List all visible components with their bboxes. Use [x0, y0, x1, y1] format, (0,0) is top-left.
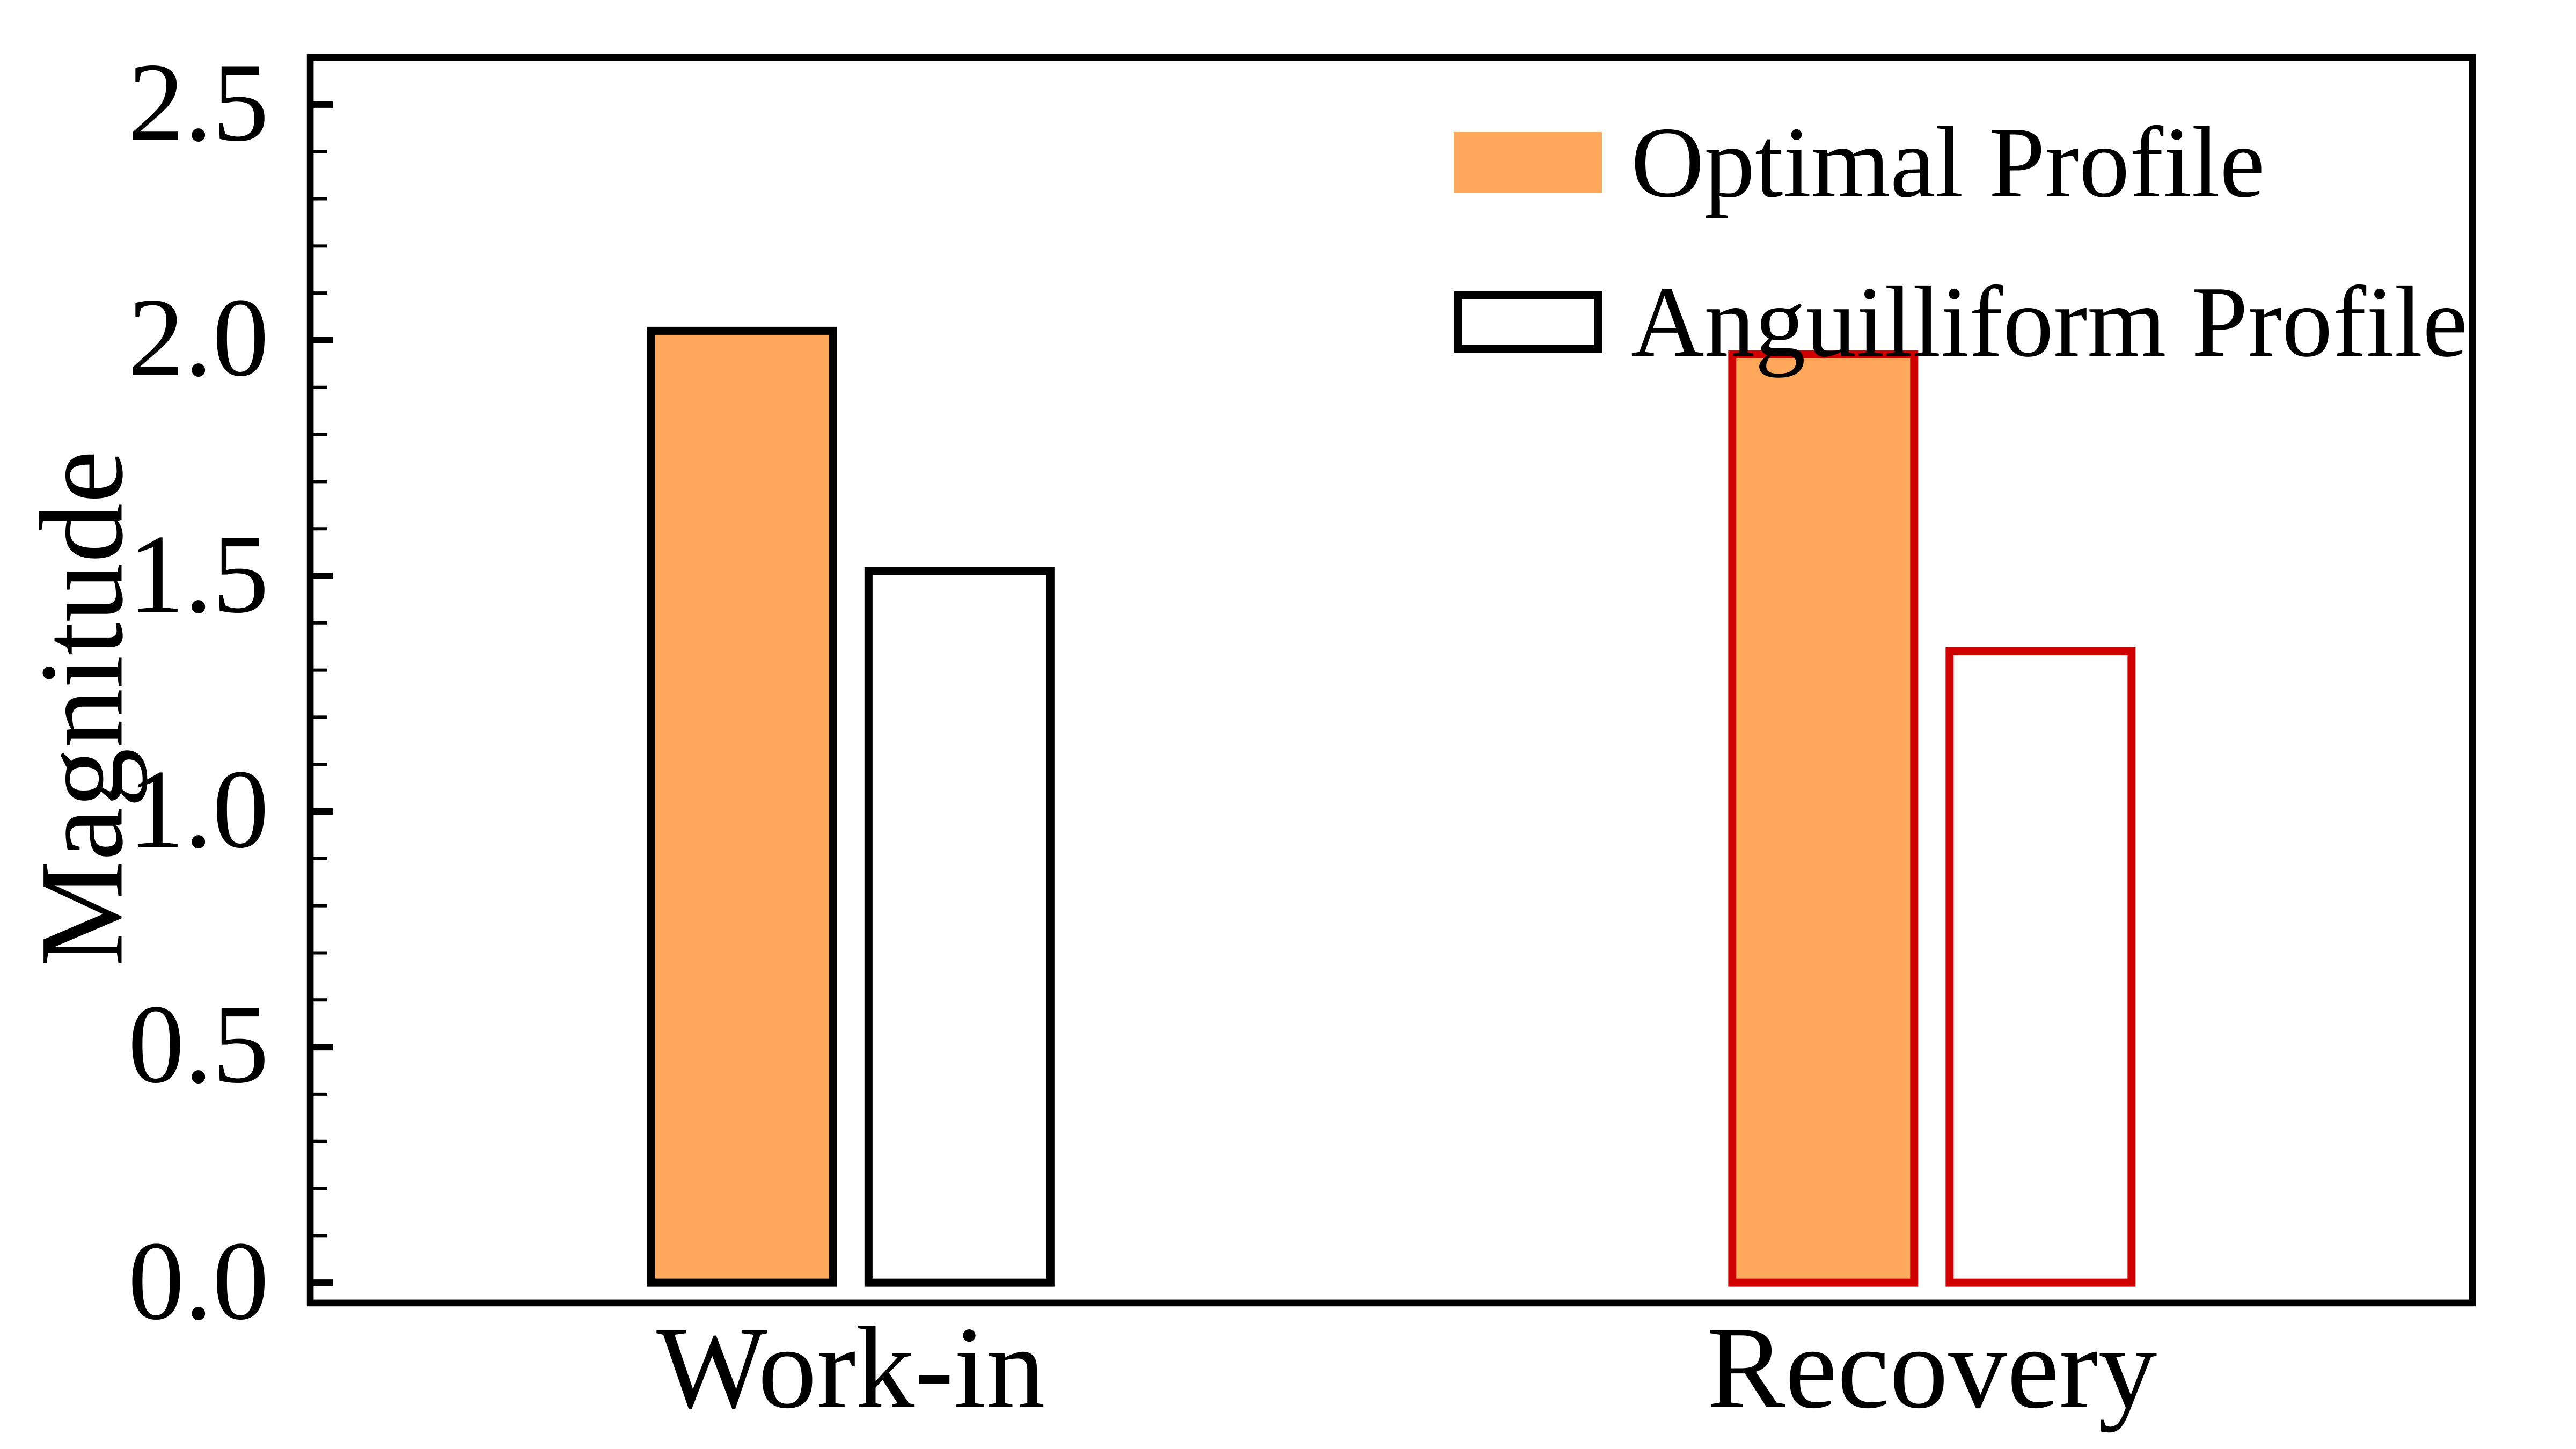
legend-entry-anguilliform: Anguilliform Profile: [1454, 266, 2468, 378]
legend: Optimal Profile Anguilliform Profile: [1454, 106, 2468, 378]
y-tick-label-0-5: 0.5: [128, 984, 269, 1109]
x-category-label-recovery: Recovery: [1707, 1302, 2157, 1433]
y-tick-label-2-0: 2.0: [128, 277, 269, 401]
bar-optimal-profile-recovery: [1728, 350, 1919, 1287]
y-tick-label-1-5: 1.5: [128, 513, 269, 637]
legend-swatch-optimal-profile: [1454, 132, 1602, 193]
plot-frame: [306, 54, 2476, 1307]
y-tick-label-2-5: 2.5: [128, 41, 269, 166]
bar-anguilliform-profile-work-in: [864, 567, 1055, 1287]
legend-label-anguilliform-profile: Anguilliform Profile: [1631, 266, 2468, 378]
x-category-label-work-in: Work-in: [656, 1302, 1045, 1433]
y-tick-label-0-0: 0.0: [128, 1220, 269, 1344]
y-tick-label-1-0: 1.0: [128, 749, 269, 873]
legend-label-optimal-profile: Optimal Profile: [1631, 106, 2265, 219]
bar-anguilliform-profile-recovery: [1945, 647, 2136, 1287]
bar-optimal-profile-work-in: [647, 326, 837, 1287]
legend-entry-optimal: Optimal Profile: [1454, 106, 2468, 219]
legend-swatch-anguilliform-profile: [1454, 291, 1602, 353]
